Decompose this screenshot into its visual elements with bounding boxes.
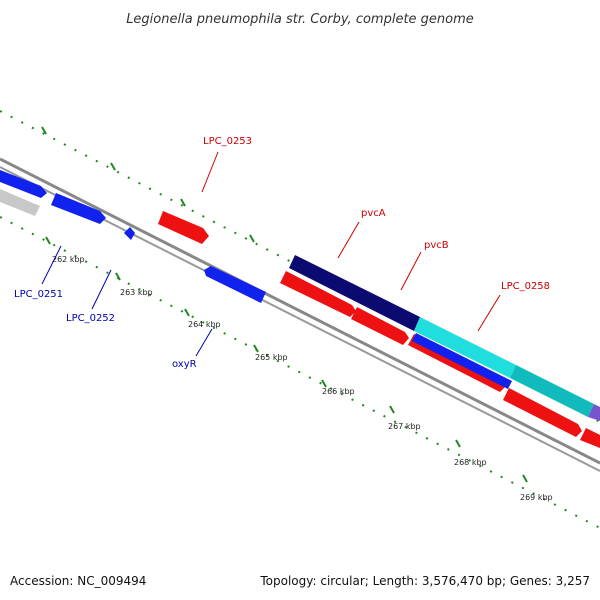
- gene-arrow[interactable]: [503, 388, 582, 437]
- forward-strand-genes: [0, 170, 600, 421]
- tick-labels: 262 kbp 263 kbp 264 kbp 265 kbp 266 kbp …: [52, 255, 553, 502]
- label-pvcA[interactable]: pvcA: [361, 208, 386, 219]
- gene-arrow[interactable]: [124, 227, 135, 240]
- gene-gray[interactable]: [0, 189, 40, 216]
- label-LPC_0251[interactable]: LPC_0251: [14, 289, 63, 300]
- map-title: Legionella pneumophila str. Corby, compl…: [126, 12, 474, 27]
- tick-label-263: 263 kbp: [120, 288, 153, 297]
- gene-arrow[interactable]: [51, 193, 106, 224]
- label-leaders: [41, 151, 501, 357]
- label-LPC_0258[interactable]: LPC_0258: [501, 281, 550, 292]
- tick-label-267: 267 kbp: [388, 422, 421, 431]
- gene-arrow[interactable]: [280, 271, 356, 317]
- tick-label-265: 265 kbp: [255, 353, 288, 362]
- gene-arrow[interactable]: [580, 428, 600, 448]
- gene-teal[interactable]: [510, 365, 594, 417]
- gene-purple[interactable]: [588, 404, 600, 421]
- accession-text: Accession: NC_009494: [10, 574, 147, 588]
- label-pvcB[interactable]: pvcB: [424, 240, 449, 251]
- gene-LPC_0253[interactable]: [158, 211, 209, 244]
- topology-text: Topology: circular; Length: 3,576,470 bp…: [260, 574, 590, 588]
- lower-dotted-track: [0, 216, 600, 529]
- tick-label-264: 264 kbp: [188, 320, 221, 329]
- label-LPC_0252[interactable]: LPC_0252: [66, 313, 115, 324]
- gene-arrow[interactable]: [351, 307, 409, 345]
- gene-labels: LPC_0253 pvcA pvcB LPC_0258 LPC_0251 LPC…: [14, 136, 550, 370]
- reverse-strand-genes: [0, 189, 600, 448]
- tick-label-262: 262 kbp: [52, 255, 85, 264]
- gene-pvcB-band[interactable]: [412, 333, 512, 389]
- tick-label-268: 268 kbp: [454, 458, 487, 467]
- tick-label-269: 269 kbp: [520, 493, 553, 502]
- label-LPC_0253[interactable]: LPC_0253: [203, 136, 252, 147]
- gene-cyan[interactable]: [414, 317, 516, 378]
- gene-oxyR[interactable]: [204, 266, 266, 303]
- gene-arrow[interactable]: [0, 170, 47, 198]
- tick-label-266: 266 kbp: [322, 387, 355, 396]
- gene-pvcA[interactable]: [289, 255, 420, 331]
- label-oxyR[interactable]: oxyR: [172, 359, 197, 370]
